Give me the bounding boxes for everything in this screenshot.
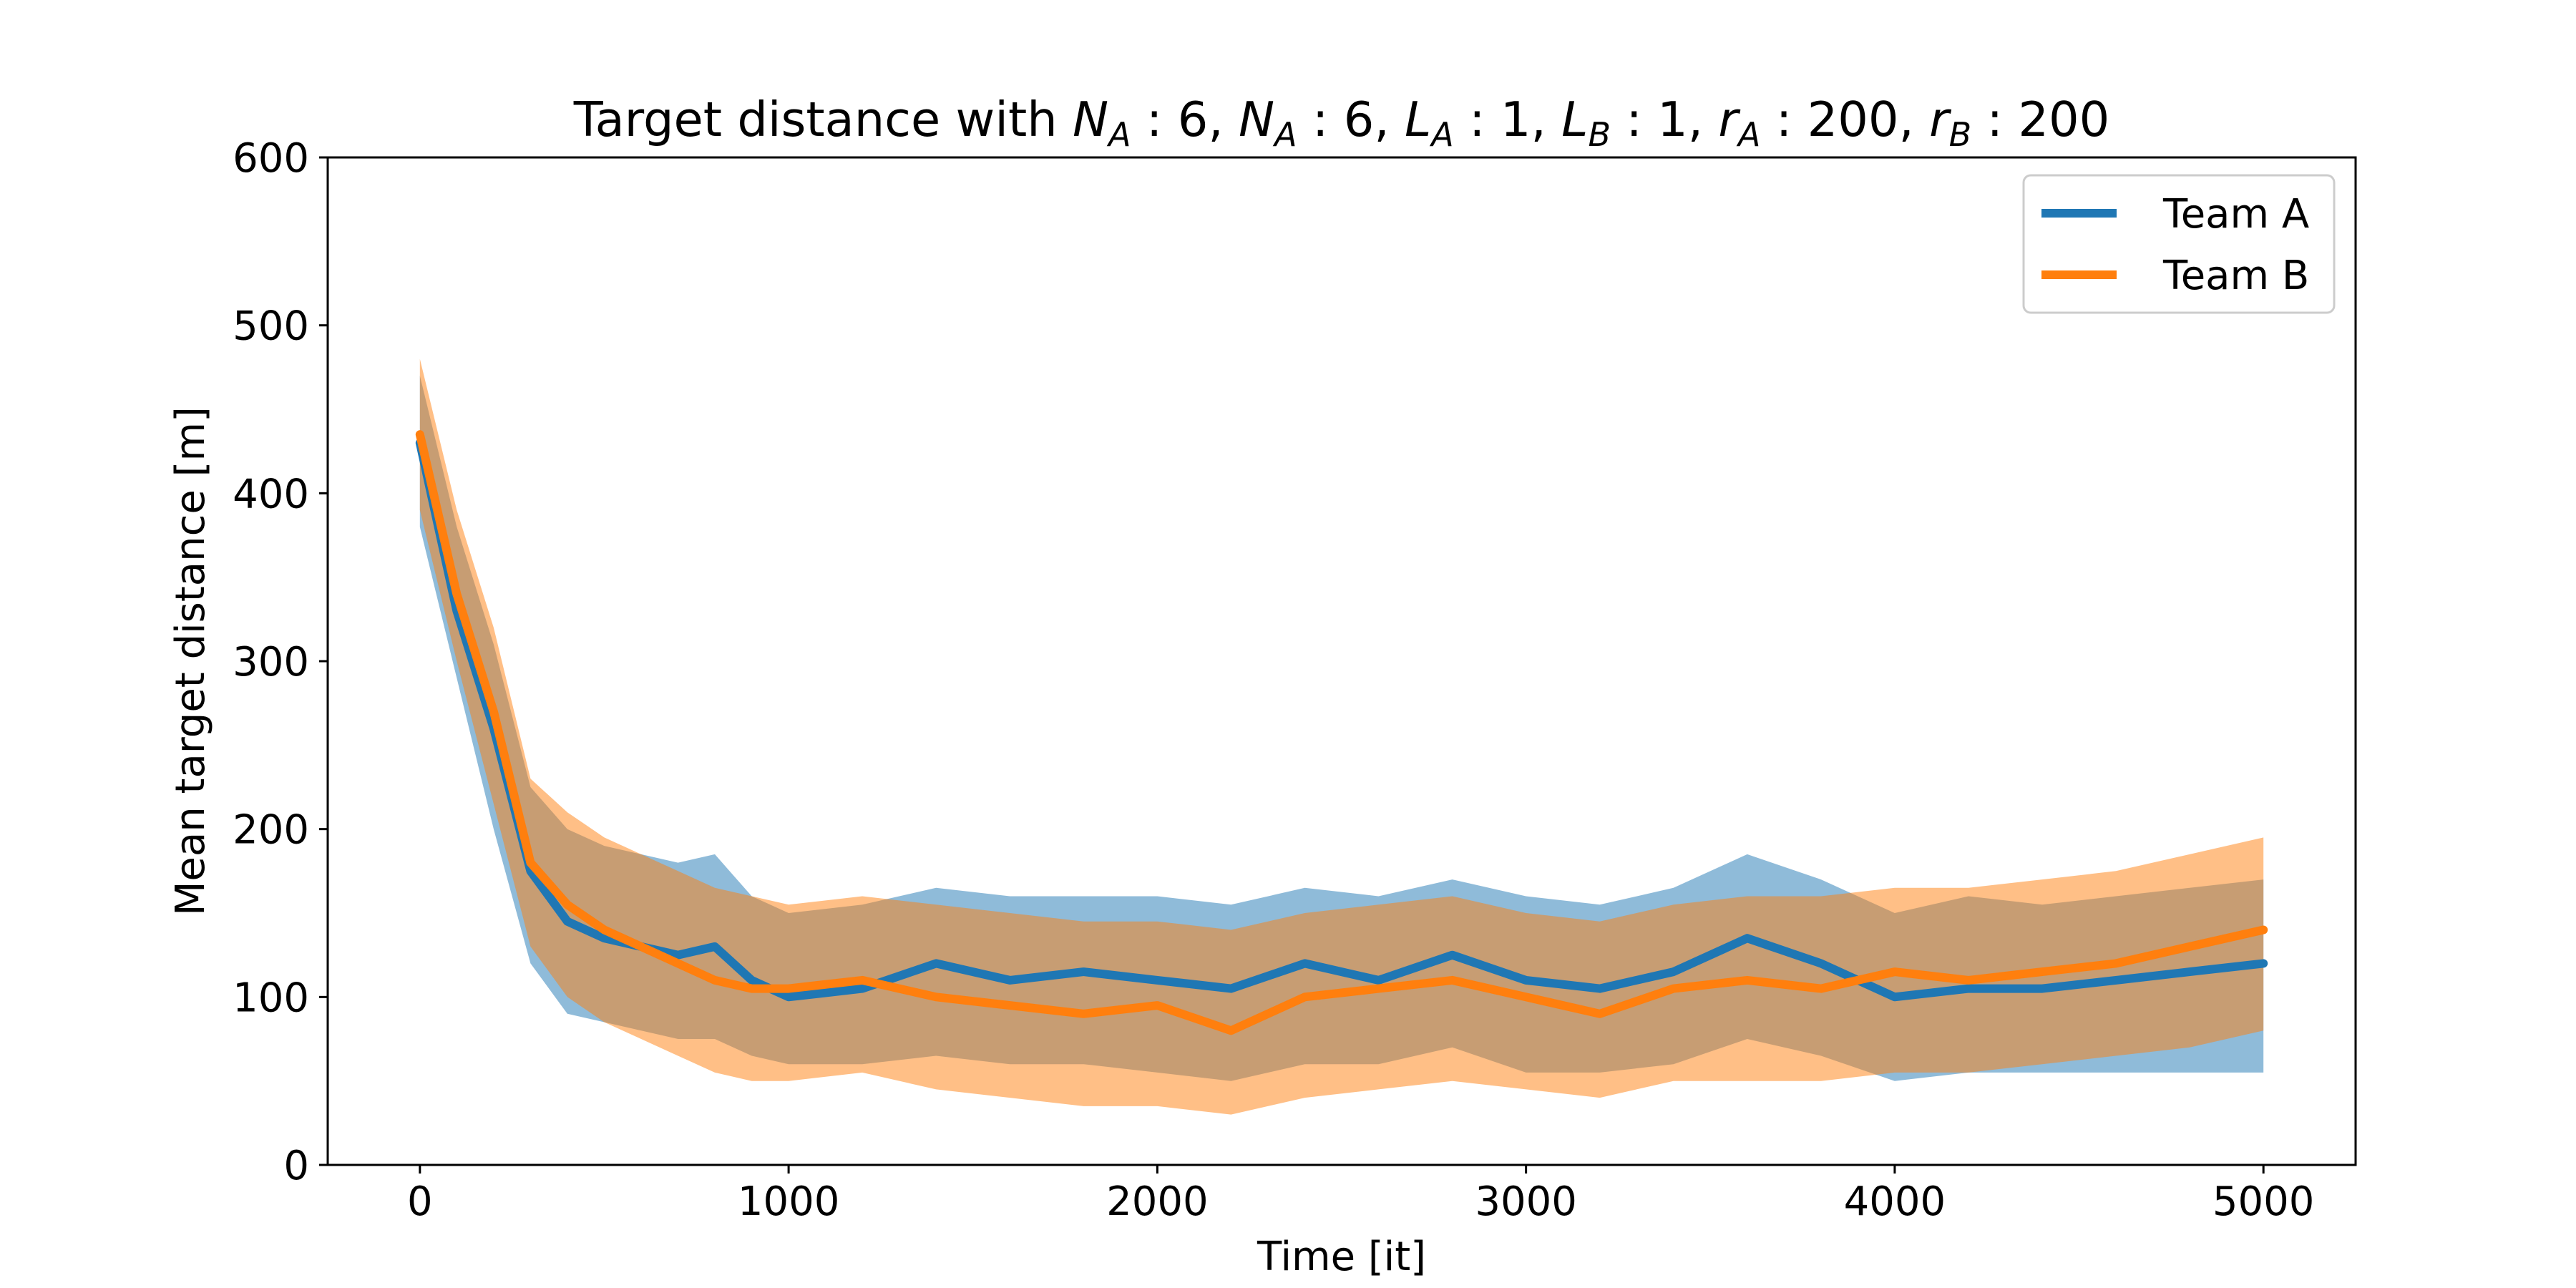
title-term-symbol: L — [1561, 92, 1588, 147]
chart-title: Target distance with NA : 6, NA : 6, LA … — [573, 92, 2110, 154]
title-term-subscript: A — [1106, 115, 1131, 154]
band-layer — [419, 358, 2264, 1115]
title-term-subscript: A — [1736, 115, 1760, 154]
title-term-subscript: B — [1588, 115, 1611, 154]
x-tick-label: 2000 — [1106, 1179, 1209, 1225]
title-term-value: : 6, — [1131, 92, 1239, 147]
y-tick-label: 100 — [233, 975, 309, 1021]
legend-label-team-a: Team A — [2162, 191, 2309, 238]
y-axis-label: Mean target distance [m] — [167, 406, 214, 916]
x-tick-label: 1000 — [738, 1179, 840, 1225]
y-tick-label: 600 — [233, 135, 309, 182]
title-term-symbol: r — [1718, 92, 1741, 147]
title-term-subscript: B — [1949, 115, 1972, 154]
y-tick-label: 300 — [233, 639, 309, 686]
x-tick-label: 0 — [407, 1179, 433, 1225]
tick-layer: 0 1000 2000 3000 4000 5000 0 100 200 300 400 500 600 — [233, 135, 2314, 1225]
legend: Team A Team B — [2022, 174, 2336, 314]
x-tick-label: 4000 — [1844, 1179, 1946, 1225]
y-tick-label: 400 — [233, 471, 309, 517]
x-axis-label: Time [it] — [1257, 1234, 1426, 1280]
title-term-subscript: A — [1429, 115, 1453, 154]
y-tick-label: 500 — [233, 303, 309, 350]
title-term-symbol: r — [1929, 92, 1952, 147]
title-term-value: : 200 — [1971, 92, 2109, 147]
y-tick-label: 200 — [233, 807, 309, 854]
x-tick-label: 3000 — [1475, 1179, 1577, 1225]
title-term-subscript: A — [1272, 115, 1297, 154]
title-prefix: Target distance with — [573, 92, 1073, 147]
x-tick-label: 5000 — [2212, 1179, 2315, 1225]
title-term-value: : 6, — [1297, 92, 1405, 147]
title-term-value: : 200, — [1760, 92, 1929, 147]
team-b-line — [415, 430, 2268, 1035]
title-term-symbol: L — [1405, 92, 1431, 147]
title-term-symbol: N — [1239, 92, 1274, 147]
team-a-line — [415, 438, 2268, 1002]
title-term-value: : 1, — [1611, 92, 1718, 147]
team-b-band — [419, 358, 2264, 1115]
title-term-symbol: N — [1073, 92, 1108, 147]
legend-label-team-b: Team B — [2162, 253, 2309, 299]
line-layer — [415, 430, 2268, 1035]
y-tick-label: 0 — [283, 1143, 309, 1189]
title-term-value: : 1, — [1454, 92, 1561, 147]
